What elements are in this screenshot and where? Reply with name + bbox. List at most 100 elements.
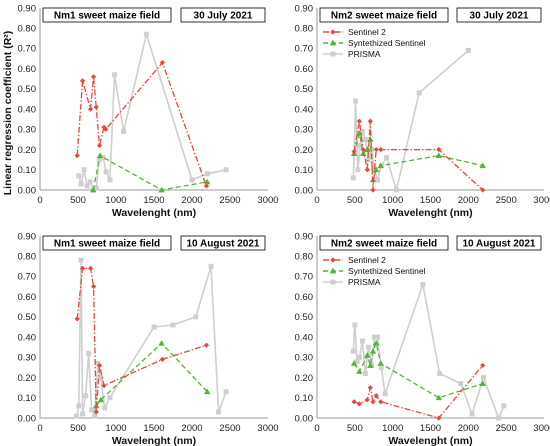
legend-item: Syntethized Sentinel (323, 266, 426, 276)
x-axis-label: Wavelenght (nm) (388, 435, 472, 446)
y-tick-label: 0.80 (18, 24, 37, 35)
x-axis-label: Wavelenght (nm) (112, 435, 196, 446)
series-syntethized-sentinel (93, 339, 211, 409)
x-tick-label: 2500 (496, 195, 517, 206)
x-tick-label: 1000 (105, 195, 126, 206)
data-point (416, 90, 422, 96)
y-tick-label: 0.00 (295, 185, 314, 196)
y-tick-label: 0.10 (295, 165, 314, 176)
data-point (93, 185, 99, 191)
data-point (378, 364, 384, 370)
y-tick-label: 0.30 (18, 353, 37, 364)
legend-marker (330, 279, 336, 285)
panel-title: Nm2 sweet maize field (331, 239, 437, 250)
series-prisma (76, 31, 229, 193)
shared-y-axis-label: Linear regression coefficient (R²) (2, 31, 14, 196)
x-tick-label: 3000 (533, 423, 550, 434)
y-tick-label: 0.90 (295, 231, 314, 242)
data-point (435, 394, 443, 401)
legend-item: PRISMA (323, 277, 381, 287)
data-point (90, 283, 97, 290)
data-point (377, 360, 384, 366)
data-point (465, 47, 471, 53)
series-prisma (350, 281, 507, 421)
y-tick-label: 0.60 (295, 64, 314, 75)
data-point (370, 187, 376, 193)
y-tick-label: 0.70 (18, 272, 37, 283)
x-tick-label: 0 (314, 423, 319, 434)
data-point (223, 389, 229, 395)
data-point (158, 186, 165, 193)
y-tick-label: 0.30 (295, 353, 314, 364)
data-point (90, 186, 97, 193)
data-point (378, 146, 384, 153)
legend-label: Syntethized Sentinel (348, 38, 426, 48)
data-point (107, 177, 113, 183)
data-point (350, 348, 356, 354)
x-axis-label: Wavelenght (nm) (112, 207, 196, 219)
legend-marker (330, 29, 336, 35)
y-tick-label: 0.40 (18, 104, 37, 115)
data-point (93, 104, 99, 110)
x-tick-label: 500 (70, 195, 86, 206)
y-tick-label: 0.10 (295, 393, 314, 404)
data-point (436, 415, 442, 421)
data-point (93, 409, 99, 415)
x-tick-label: 2000 (181, 195, 202, 206)
data-point (501, 403, 507, 409)
data-point (359, 128, 365, 134)
data-point (367, 118, 373, 124)
data-point (393, 187, 399, 193)
y-tick-label: 0.50 (295, 312, 314, 323)
data-point (151, 324, 157, 330)
data-point (496, 415, 502, 421)
data-point (480, 362, 486, 369)
x-tick-label: 3000 (257, 423, 278, 434)
data-point (364, 352, 371, 358)
series-line (92, 154, 208, 191)
y-tick-label: 0.70 (295, 44, 314, 55)
y-tick-label: 0.00 (18, 185, 37, 196)
y-tick-label: 0.40 (295, 332, 314, 343)
data-point (101, 383, 107, 389)
legend-label: Syntethized Sentinel (348, 266, 426, 276)
y-tick-label: 0.60 (18, 292, 37, 303)
data-point (377, 162, 384, 169)
data-point (159, 356, 165, 362)
data-point (79, 265, 86, 271)
data-point (365, 157, 371, 163)
data-point (367, 136, 374, 142)
y-tick-label: 0.50 (18, 312, 37, 323)
legend-marker (330, 257, 336, 263)
series-sentinel-2 (351, 362, 486, 421)
data-point (373, 339, 380, 346)
data-point (373, 146, 379, 153)
data-point (359, 338, 365, 344)
data-point (350, 360, 358, 366)
panel-date: 30 July 2021 (194, 11, 253, 22)
data-point (356, 130, 363, 136)
panel-date-box (180, 235, 266, 251)
series-line (75, 260, 227, 420)
data-point (351, 148, 357, 155)
data-point (79, 78, 86, 84)
y-tick-label: 0.90 (18, 3, 37, 14)
data-point (458, 381, 464, 387)
data-point (357, 143, 363, 149)
series-line (95, 342, 208, 407)
data-point (367, 362, 374, 368)
y-tick-label: 0.30 (295, 125, 314, 136)
y-tick-label: 0.80 (295, 24, 314, 35)
legend-label: PRISMA (348, 49, 381, 59)
panel-title: Nm1 sweet maize field (54, 11, 160, 22)
x-tick-label: 500 (70, 423, 86, 434)
data-point (364, 397, 370, 403)
data-point (193, 314, 199, 320)
legend-marker (329, 267, 337, 274)
x-tick-label: 3000 (257, 195, 278, 206)
data-point (223, 167, 229, 173)
y-tick-label: 0.20 (18, 373, 37, 384)
data-point (378, 399, 384, 405)
x-tick-label: 1500 (420, 195, 441, 206)
